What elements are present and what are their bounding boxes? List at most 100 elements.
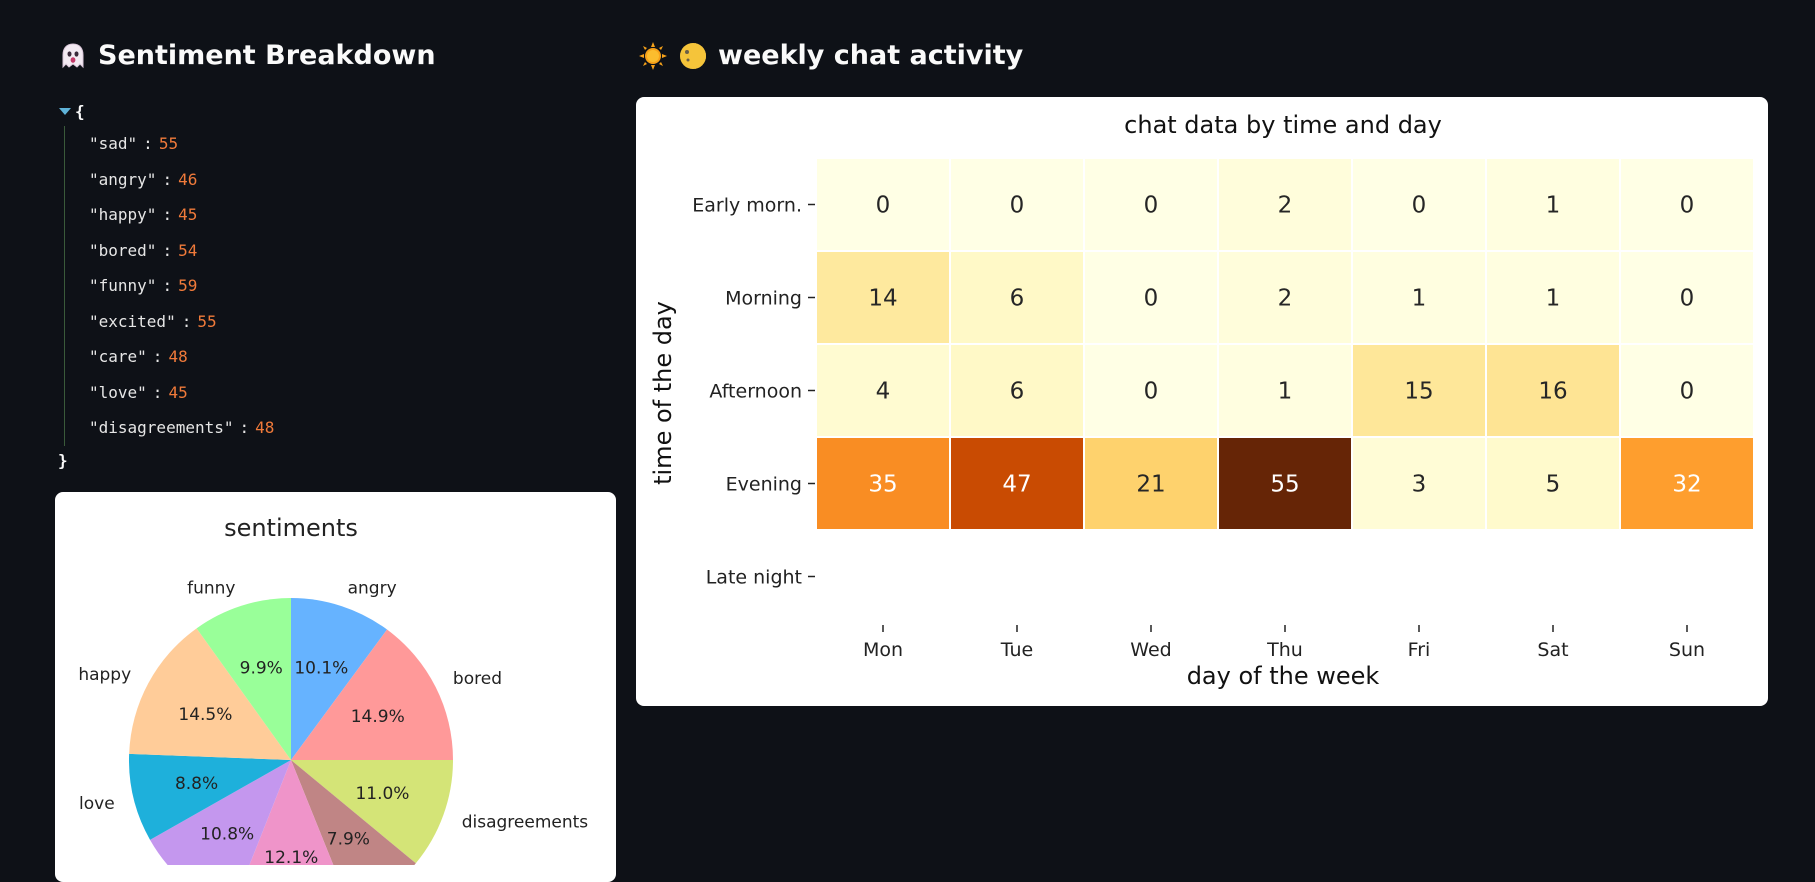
pie-slice-label: funny [187,578,235,598]
json-key: "care" [89,347,147,367]
heatmap-cell-value: 1 [1546,193,1561,219]
json-value: 54 [178,240,198,260]
heatmap-title: chat data by time and day [1124,111,1442,139]
y-tick-label: Afternoon [709,381,802,403]
json-value: 55 [197,311,217,331]
heatmap-cell [949,250,1085,345]
heatmap-cell-value: 32 [1672,472,1701,498]
heatmap-cell-value: 15 [1404,379,1433,405]
heatmap-cell-value: 0 [1144,193,1159,219]
heatmap-cell [1217,436,1353,531]
y-axis-label: time of the day [649,301,677,485]
json-open-row: { [58,96,598,126]
json-viewer: { "sad":55 "angry":46 "happy":45 "bored":54… [58,96,598,476]
heatmap-cell [1485,343,1621,438]
heatmap-cell [815,157,951,252]
pie-slice-percent: 7.9% [327,829,370,849]
heatmap-cell [1619,250,1755,345]
json-entry: "angry":46 [89,162,598,198]
heatmap-card: chat data by time and day 0 0 0 2 0 1 0 14 6 0 2 1 1… [636,97,1768,706]
x-tick-label: Wed [1130,639,1171,661]
heatmap-cell [1217,343,1353,438]
x-tick-label: Fri [1408,639,1431,661]
heatmap-cell [1351,157,1487,252]
heatmap-cell [1351,436,1487,531]
json-colon: : [152,382,163,402]
weekly-chat-activity-heading: weekly chat activity [638,40,1023,71]
heatmap-cell [1083,157,1219,252]
heatmap-cell [1485,157,1621,252]
heatmap-cell [1217,157,1353,252]
sentiment-breakdown-title: Sentiment Breakdown [98,40,436,71]
heatmap-cell-value: 0 [876,193,891,219]
heatmap-cell-value: 5 [1546,472,1561,498]
heatmap-cell [1485,250,1621,345]
sentiment-breakdown-heading: Sentiment Breakdown [58,40,436,71]
pie-slice-percent: 11.0% [355,784,409,804]
pie-slice-label: bored [453,669,502,689]
pie-slice-percent: 9.9% [240,658,283,678]
json-value: 59 [178,276,198,296]
heatmap-cell-value: 4 [876,379,891,405]
x-tick-label: Thu [1266,639,1303,661]
sun-icon [638,41,668,71]
heatmap-cell [1351,250,1487,345]
heatmap-cell-value: 6 [1010,286,1025,312]
heatmap-cell-value: 55 [1270,472,1299,498]
json-key: "happy" [89,205,157,225]
heatmap-cell-value: 0 [1144,286,1159,312]
pie-slice-label: love [79,794,115,814]
json-value: 45 [168,382,188,402]
json-colon: : [162,240,173,260]
weekly-chat-activity-title: weekly chat activity [718,40,1024,71]
heatmap-cell-value: 1 [1278,379,1293,405]
heatmap-cell [1083,436,1219,531]
pie-slice-label: angry [348,579,397,599]
json-colon: : [239,418,250,438]
heatmap-cell-value: 0 [1144,379,1159,405]
heatmap-cell-value: 1 [1412,286,1427,312]
json-entry: "love":45 [89,375,598,411]
pie-slice [150,760,291,882]
json-body: "sad":55 "angry":46 "happy":45 "bored":54 "f… [64,126,598,446]
pie-slice-label: happy [78,665,131,685]
sentiments-pie-chart: sentiments 10.1% 14.9% 11.0% 7.9% 12.1% 10.8%… [78,514,589,882]
json-value: 48 [168,347,188,367]
pie-slice-percent: 10.8% [200,824,254,844]
pie-slice [291,598,388,760]
pie-slice-percent: 10.1% [294,659,348,679]
pie-slice [242,760,341,882]
moon-icon [678,41,708,71]
heatmap-cell-value: 3 [1412,472,1427,498]
heatmap-cell [1619,343,1755,438]
json-value: 45 [178,205,198,225]
y-tick-label: Early morn. [692,195,802,217]
json-colon: : [143,134,153,154]
heatmap-cell-value: 0 [1680,286,1695,312]
collapse-toggle-icon[interactable] [59,107,71,115]
heatmap-cell-value: 35 [868,472,897,498]
json-key: "angry" [89,169,157,189]
json-entry: "excited":55 [89,304,598,340]
json-entry: "care":48 [89,339,598,375]
pie-slice-label: disagreements [462,812,589,832]
pie-slice-percent: 8.8% [175,774,218,794]
json-value: 46 [178,169,198,189]
json-key: "love" [89,382,147,402]
heatmap-cell-value: 21 [1136,472,1165,498]
x-tick-label: Tue [1000,639,1033,661]
heatmap-cell-value: 2 [1278,193,1293,219]
pie-slice-percent: 14.5% [178,705,232,725]
pie-slice [291,629,453,760]
heatmap-cell [815,343,951,438]
json-key: "disagreements" [89,418,234,438]
heatmap-cell-value: 47 [1002,472,1031,498]
heatmap-cell-value: 0 [1010,193,1025,219]
heatmap-cell-value: 14 [868,286,897,312]
pie-slice [196,598,291,760]
json-entry: "sad":55 [89,126,598,162]
json-colon: : [162,276,173,296]
json-entry: "funny":59 [89,268,598,304]
y-tick-label: Late night [706,567,802,589]
json-entry: "bored":54 [89,233,598,269]
